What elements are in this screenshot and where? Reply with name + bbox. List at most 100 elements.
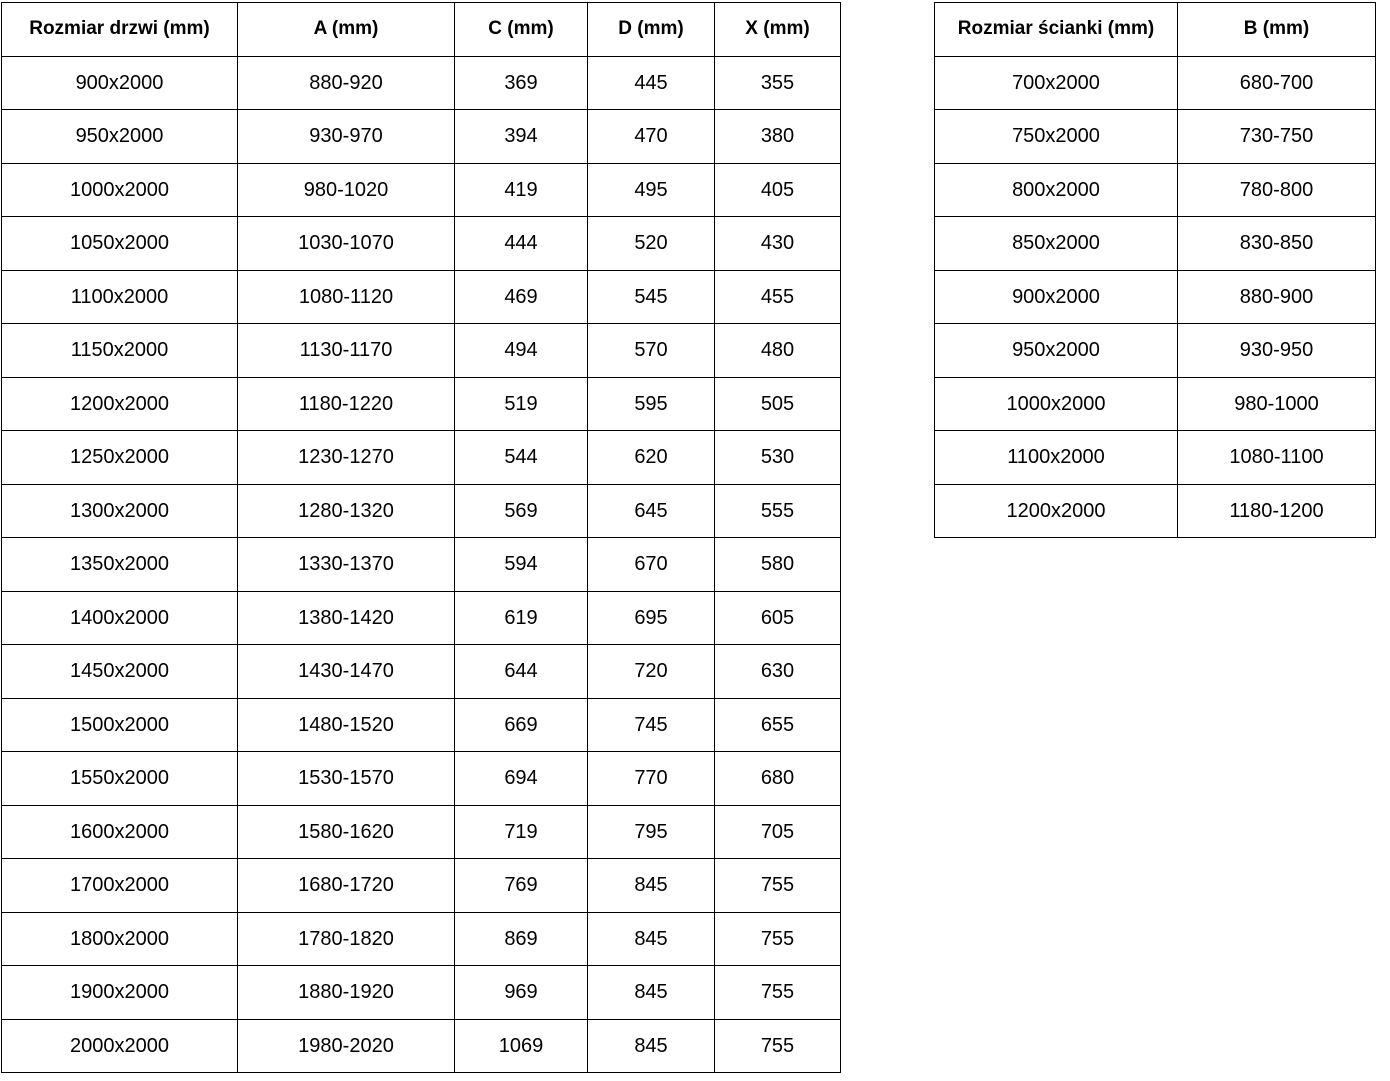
doors-spec-table: Rozmiar drzwi (mm) A (mm) C (mm) D (mm) … xyxy=(1,2,841,1073)
wall_table-cell: 1080-1100 xyxy=(1177,430,1376,485)
table-row: 1450x2000 1430-1470 644 720 630 xyxy=(1,644,841,699)
doors_table-cell: 755 xyxy=(714,911,841,966)
doors_table-cell: 1180-1220 xyxy=(237,376,455,431)
doors_table-cell: 1800x2000 xyxy=(1,911,238,966)
doors_table-cell: 1200x2000 xyxy=(1,376,238,431)
doors_table-cell: 1430-1470 xyxy=(237,644,455,699)
doors_table-cell: 1150x2000 xyxy=(1,323,238,378)
wall-spec-table: Rozmiar ścianki (mm) B (mm) 700x2000 680-… xyxy=(934,2,1376,538)
doors_table-cell: 369 xyxy=(454,55,588,110)
doors_table-cell: 680 xyxy=(714,751,841,806)
doors-header-row: Rozmiar drzwi (mm) A (mm) C (mm) D (mm) … xyxy=(1,2,841,57)
doors-table-body: 900x2000 880-920 369 445 355 950x2000 930-970 3… xyxy=(1,55,841,1073)
table-row: 1550x2000 1530-1570 694 770 680 xyxy=(1,751,841,806)
table-row: 800x2000 780-800 xyxy=(934,162,1376,217)
doors_table-cell: 1030-1070 xyxy=(237,216,455,271)
table-row: 1200x2000 1180-1200 xyxy=(934,483,1376,538)
doors_table-cell: 580 xyxy=(714,537,841,592)
doors-header-cell-c: C (mm) xyxy=(454,2,588,57)
doors_table-cell: 1780-1820 xyxy=(237,911,455,966)
wall_table-cell: 830-850 xyxy=(1177,216,1376,271)
doors_table-cell: 595 xyxy=(587,376,715,431)
doors_table-cell: 795 xyxy=(587,804,715,859)
doors_table-cell: 900x2000 xyxy=(1,55,238,110)
doors_table-cell: 1880-1920 xyxy=(237,965,455,1020)
wall_table-cell: 680-700 xyxy=(1177,55,1376,110)
table-row: 1700x2000 1680-1720 769 845 755 xyxy=(1,858,841,913)
doors_table-cell: 1130-1170 xyxy=(237,323,455,378)
doors_table-cell: 569 xyxy=(454,483,588,538)
table-row: 1300x2000 1280-1320 569 645 555 xyxy=(1,483,841,538)
wall-table-body: 700x2000 680-700 750x2000 730-750 800x2000 78… xyxy=(934,55,1376,538)
doors_table-cell: 530 xyxy=(714,430,841,485)
doors_table-cell: 630 xyxy=(714,644,841,699)
doors_table-cell: 755 xyxy=(714,965,841,1020)
doors_table-cell: 394 xyxy=(454,109,588,164)
doors_table-cell: 355 xyxy=(714,55,841,110)
doors-table-header: Rozmiar drzwi (mm) A (mm) C (mm) D (mm) … xyxy=(1,2,841,57)
table-row: 1350x2000 1330-1370 594 670 580 xyxy=(1,537,841,592)
doors_table-cell: 419 xyxy=(454,162,588,217)
doors_table-cell: 444 xyxy=(454,216,588,271)
wall_table-cell: 750x2000 xyxy=(934,109,1178,164)
doors_table-cell: 520 xyxy=(587,216,715,271)
wall_table-cell: 780-800 xyxy=(1177,162,1376,217)
doors_table-cell: 1900x2000 xyxy=(1,965,238,1020)
table-row: 750x2000 730-750 xyxy=(934,109,1376,164)
wall-table-header: Rozmiar ścianki (mm) B (mm) xyxy=(934,2,1376,57)
doors_table-cell: 969 xyxy=(454,965,588,1020)
table-row: 1900x2000 1880-1920 969 845 755 xyxy=(1,965,841,1020)
doors_table-cell: 1100x2000 xyxy=(1,269,238,324)
table-row: 2000x2000 1980-2020 1069 845 755 xyxy=(1,1018,841,1073)
doors_table-cell: 519 xyxy=(454,376,588,431)
table-row: 1600x2000 1580-1620 719 795 705 xyxy=(1,804,841,859)
doors_table-cell: 869 xyxy=(454,911,588,966)
doors_table-cell: 1230-1270 xyxy=(237,430,455,485)
doors_table-cell: 1380-1420 xyxy=(237,590,455,645)
doors_table-cell: 1580-1620 xyxy=(237,804,455,859)
wall_table-cell: 700x2000 xyxy=(934,55,1178,110)
doors_table-cell: 1700x2000 xyxy=(1,858,238,913)
doors_table-cell: 845 xyxy=(587,911,715,966)
wall_table-cell: 980-1000 xyxy=(1177,376,1376,431)
doors_table-cell: 705 xyxy=(714,804,841,859)
doors_table-cell: 670 xyxy=(587,537,715,592)
doors_table-cell: 845 xyxy=(587,965,715,1020)
doors_table-cell: 669 xyxy=(454,697,588,752)
doors_table-cell: 1400x2000 xyxy=(1,590,238,645)
table-row: 950x2000 930-970 394 470 380 xyxy=(1,109,841,164)
wall_table-cell: 930-950 xyxy=(1177,323,1376,378)
table-row: 850x2000 830-850 xyxy=(934,216,1376,271)
table-row: 1250x2000 1230-1270 544 620 530 xyxy=(1,430,841,485)
doors_table-cell: 655 xyxy=(714,697,841,752)
doors_table-cell: 980-1020 xyxy=(237,162,455,217)
doors_table-cell: 470 xyxy=(587,109,715,164)
wall-header-row: Rozmiar ścianki (mm) B (mm) xyxy=(934,2,1376,57)
doors_table-cell: 845 xyxy=(587,858,715,913)
wall_table-cell: 880-900 xyxy=(1177,269,1376,324)
wall-header-cell-size: Rozmiar ścianki (mm) xyxy=(934,2,1178,57)
wall-header-cell-b: B (mm) xyxy=(1177,2,1376,57)
doors_table-cell: 645 xyxy=(587,483,715,538)
doors_table-cell: 494 xyxy=(454,323,588,378)
doors_table-cell: 544 xyxy=(454,430,588,485)
table-row: 1050x2000 1030-1070 444 520 430 xyxy=(1,216,841,271)
doors_table-cell: 495 xyxy=(587,162,715,217)
doors_table-cell: 719 xyxy=(454,804,588,859)
doors_table-cell: 1069 xyxy=(454,1018,588,1073)
doors_table-cell: 405 xyxy=(714,162,841,217)
doors_table-cell: 505 xyxy=(714,376,841,431)
table-row: 1400x2000 1380-1420 619 695 605 xyxy=(1,590,841,645)
doors_table-cell: 430 xyxy=(714,216,841,271)
table-row: 1100x2000 1080-1100 xyxy=(934,430,1376,485)
doors_table-cell: 545 xyxy=(587,269,715,324)
doors_table-cell: 455 xyxy=(714,269,841,324)
doors_table-cell: 1680-1720 xyxy=(237,858,455,913)
doors_table-cell: 605 xyxy=(714,590,841,645)
doors_table-cell: 770 xyxy=(587,751,715,806)
doors_table-cell: 1350x2000 xyxy=(1,537,238,592)
doors_table-cell: 1250x2000 xyxy=(1,430,238,485)
table-row: 1000x2000 980-1020 419 495 405 xyxy=(1,162,841,217)
wall_table-cell: 900x2000 xyxy=(934,269,1178,324)
